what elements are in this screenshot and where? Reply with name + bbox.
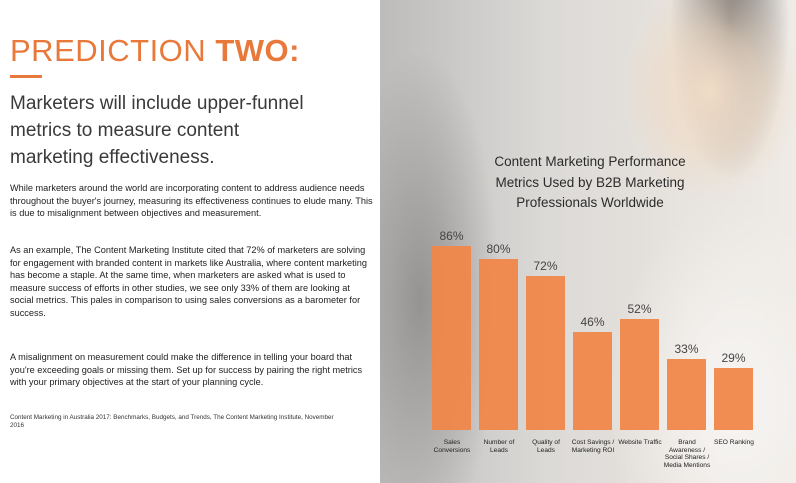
x-tick-label: Number of Leads	[483, 439, 515, 454]
bar	[479, 258, 518, 430]
x-tick-label: Sales Conversions	[433, 439, 471, 454]
paragraph: A misalignment on measurement could make…	[10, 352, 363, 388]
bar	[714, 367, 753, 430]
x-tick-label: SEO Ranking	[714, 439, 754, 446]
subtitle: Marketers will include upper-funnel metr…	[10, 93, 304, 168]
heading-light: PREDICTION	[10, 33, 207, 68]
value-label: 80%	[486, 241, 511, 256]
x-tick-label: Website Traffic	[618, 439, 662, 446]
heading: PREDICTION TWO:	[10, 33, 300, 69]
footnote: Content Marketing in Australia 2017: Ben…	[10, 414, 334, 429]
value-label: 52%	[627, 301, 652, 316]
heading-bold: TWO:	[215, 33, 300, 68]
value-label: 72%	[533, 258, 558, 273]
value-label: 33%	[674, 342, 699, 357]
value-label: 29%	[721, 350, 746, 365]
x-tick-label: Brand Awareness / Social Shares / Media …	[663, 439, 711, 469]
bar	[573, 331, 612, 430]
value-label: 86%	[439, 228, 464, 243]
value-label: 46%	[580, 314, 605, 329]
paragraph: As an example, The Content Marketing Ins…	[10, 245, 367, 318]
bar	[620, 318, 659, 430]
bar	[526, 275, 565, 430]
x-tick-label: Cost Savings / Marketing ROI	[571, 439, 615, 454]
chart-title: Content Marketing Performance Metrics Us…	[494, 154, 686, 210]
bar	[667, 359, 706, 430]
bar	[432, 245, 471, 430]
paragraph: While marketers around the world are inc…	[10, 183, 373, 219]
heading-rule	[10, 75, 42, 78]
x-tick-label: Quality of Leads	[532, 439, 560, 454]
